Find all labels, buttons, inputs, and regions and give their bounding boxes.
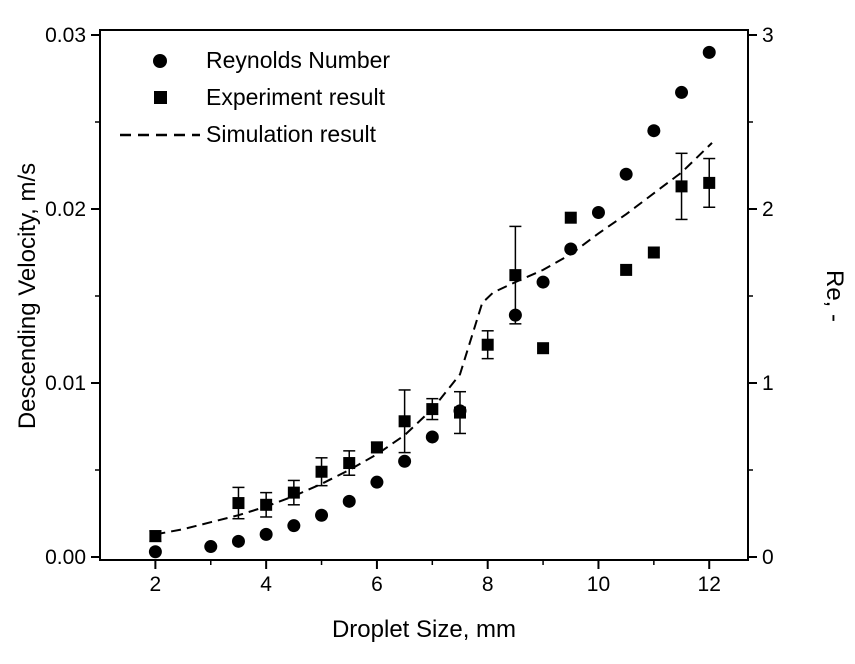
y-left-tick-label: 0.03 <box>45 24 86 47</box>
chart-legend: Reynolds Number Experiment result Simula… <box>120 42 390 153</box>
legend-label: Experiment result <box>206 84 385 110</box>
legend-label: Reynolds Number <box>206 47 391 73</box>
legend-item-reynolds-number: Reynolds Number <box>120 42 390 79</box>
series-experiment-result <box>149 152 716 543</box>
y-right-tick-label: 2 <box>762 198 774 221</box>
y-right-tick-label: 3 <box>762 24 774 47</box>
x-tick-label: 12 <box>698 573 721 596</box>
legend-item-simulation-result: Simulation result <box>120 116 390 153</box>
dashed-line-icon <box>120 133 200 136</box>
legend-swatch <box>120 53 200 68</box>
square-marker-icon <box>153 91 167 104</box>
x-axis-label: Droplet Size, mm <box>331 616 517 643</box>
y-left-tick-label: 0.00 <box>45 546 86 569</box>
x-tick-label: 6 <box>371 573 383 596</box>
x-tick-label: 10 <box>587 573 610 596</box>
x-tick-label: 8 <box>482 573 494 596</box>
series-simulation-result <box>155 142 713 536</box>
series-reynolds-number <box>148 45 716 559</box>
legend-swatch <box>120 91 200 104</box>
y-axis-label-left: Descending Velocity, m/s <box>14 162 41 430</box>
x-tick-label: 2 <box>150 573 162 596</box>
x-tick-label: 4 <box>260 573 272 596</box>
legend-swatch <box>120 132 200 138</box>
y-right-tick-label: 1 <box>762 372 774 395</box>
y-left-tick-label: 0.02 <box>45 198 86 221</box>
y-left-tick-label: 0.01 <box>45 372 86 395</box>
axes-frame <box>91 29 757 569</box>
circle-marker-icon <box>153 53 167 68</box>
y-right-tick-label: 0 <box>762 546 774 569</box>
legend-label: Simulation result <box>206 121 377 147</box>
legend-item-experiment-result: Experiment result <box>120 79 390 116</box>
y-axis-label-right: Re, - <box>821 269 848 323</box>
